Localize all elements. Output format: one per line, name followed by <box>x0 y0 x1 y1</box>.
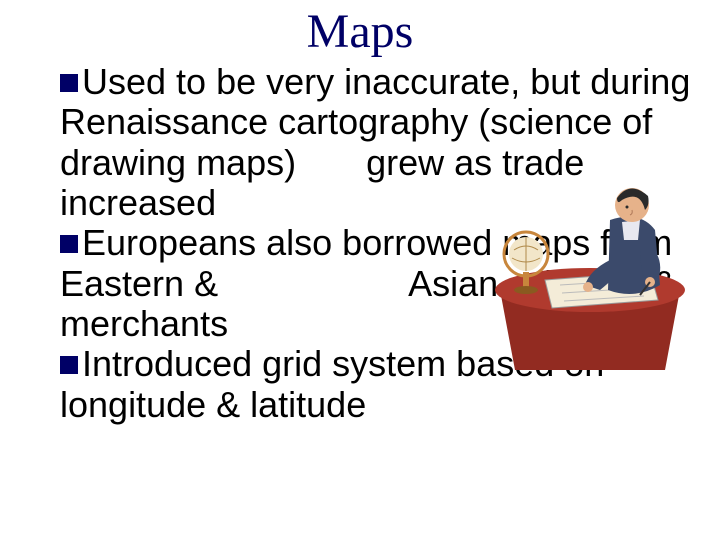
bullet-square-icon <box>60 356 78 374</box>
slide-title: Maps <box>0 4 720 59</box>
slide: Maps Used to be very inaccurate, but dur… <box>0 0 720 540</box>
bullet-square-icon <box>60 235 78 253</box>
cartographer-illustration <box>490 150 690 375</box>
bullet-square-icon <box>60 74 78 92</box>
